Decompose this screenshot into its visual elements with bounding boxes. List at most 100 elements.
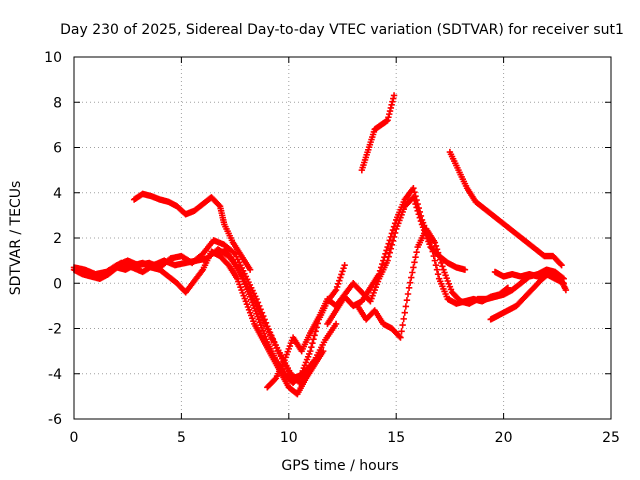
data-point bbox=[398, 328, 405, 335]
data-point bbox=[417, 212, 425, 220]
data-point bbox=[428, 243, 435, 251]
data-point bbox=[437, 256, 444, 263]
y-tick-label: 4 bbox=[53, 186, 62, 202]
data-point bbox=[340, 265, 347, 272]
data-point bbox=[388, 101, 395, 108]
y-tick-label: 0 bbox=[53, 276, 62, 292]
y-tick-label: 2 bbox=[53, 231, 62, 247]
data-point bbox=[390, 95, 397, 102]
x-tick-label: 15 bbox=[387, 430, 405, 446]
data-point bbox=[379, 260, 386, 268]
data-point bbox=[562, 286, 570, 294]
data-point bbox=[377, 264, 385, 271]
data-point bbox=[397, 334, 404, 341]
data-point bbox=[434, 249, 442, 256]
data-point bbox=[558, 261, 565, 269]
data-point bbox=[557, 260, 564, 268]
data-point bbox=[412, 192, 419, 200]
data-point bbox=[434, 271, 442, 278]
series-arc-j bbox=[491, 268, 567, 287]
data-point bbox=[411, 188, 418, 196]
data-point bbox=[337, 274, 344, 281]
data-point bbox=[297, 371, 304, 379]
data-point bbox=[405, 284, 413, 291]
grid-lines bbox=[74, 57, 611, 419]
data-point bbox=[384, 117, 391, 124]
y-tick-label: -4 bbox=[48, 367, 62, 383]
y-tick-label: 6 bbox=[53, 141, 62, 157]
data-point bbox=[271, 376, 279, 383]
data-point bbox=[390, 92, 398, 99]
series-arc-k bbox=[487, 268, 570, 323]
data-point bbox=[406, 279, 414, 286]
data-point bbox=[381, 254, 388, 261]
data-point bbox=[332, 320, 340, 328]
data-point bbox=[403, 297, 411, 304]
data-point bbox=[431, 257, 439, 264]
y-tick-label: 10 bbox=[44, 50, 62, 66]
data-point bbox=[385, 240, 392, 247]
data-point bbox=[382, 250, 389, 258]
data-point bbox=[386, 107, 394, 115]
data-point bbox=[413, 196, 420, 204]
data-point bbox=[385, 114, 392, 121]
data-point bbox=[413, 248, 420, 256]
data-point bbox=[399, 321, 406, 329]
data-point bbox=[390, 223, 398, 230]
series-arc-d bbox=[221, 246, 348, 386]
data-point bbox=[311, 332, 318, 339]
data-point bbox=[401, 309, 408, 316]
data-point bbox=[339, 268, 346, 275]
data-point bbox=[416, 208, 424, 216]
data-point bbox=[391, 220, 399, 227]
data-point bbox=[384, 243, 391, 251]
y-tick-label: -2 bbox=[48, 322, 62, 338]
data-point bbox=[336, 277, 343, 284]
series-arc-c bbox=[75, 246, 340, 382]
data-point bbox=[433, 246, 441, 253]
data-point bbox=[319, 347, 327, 355]
series-arc-upper-early bbox=[130, 190, 254, 273]
data-point bbox=[387, 104, 395, 112]
data-point bbox=[309, 340, 316, 347]
data-point bbox=[383, 247, 390, 254]
data-point bbox=[433, 266, 441, 273]
data-point bbox=[332, 286, 340, 294]
data-point bbox=[389, 98, 396, 105]
data-point bbox=[404, 290, 412, 298]
y-tick-label: -6 bbox=[48, 412, 62, 428]
chart-title: Day 230 of 2025, Sidereal Day-to-day VTE… bbox=[60, 22, 624, 38]
data-point bbox=[409, 269, 416, 276]
data-point bbox=[341, 261, 348, 269]
data-point bbox=[438, 259, 445, 267]
series-arc-h bbox=[358, 92, 398, 174]
data-point bbox=[388, 230, 396, 237]
axis-ticks: 0 5 10 15 20 25 -6 -4 -2 0 2 4 6 8 10 bbox=[44, 50, 620, 446]
data-point bbox=[410, 185, 417, 192]
data-point bbox=[380, 257, 387, 264]
x-tick-label: 10 bbox=[280, 430, 298, 446]
series-arc-i bbox=[446, 148, 565, 269]
x-tick-label: 0 bbox=[70, 430, 79, 446]
data-point bbox=[389, 226, 397, 234]
data-point bbox=[411, 259, 418, 266]
data-point bbox=[310, 336, 317, 343]
data-point bbox=[431, 239, 439, 246]
data-point bbox=[387, 245, 395, 252]
data-point bbox=[439, 263, 446, 270]
data-point bbox=[408, 274, 415, 281]
data-point bbox=[387, 233, 395, 241]
data-point bbox=[246, 266, 254, 273]
data-point bbox=[412, 254, 419, 261]
x-tick-label: 20 bbox=[495, 430, 513, 446]
data-point bbox=[430, 252, 437, 260]
data-point bbox=[335, 280, 342, 288]
data-point bbox=[338, 271, 345, 278]
data-point bbox=[414, 200, 421, 208]
data-point bbox=[432, 242, 440, 250]
data-point bbox=[461, 266, 469, 273]
data-point bbox=[400, 315, 407, 323]
data-point bbox=[307, 347, 314, 355]
data-point bbox=[386, 249, 393, 256]
